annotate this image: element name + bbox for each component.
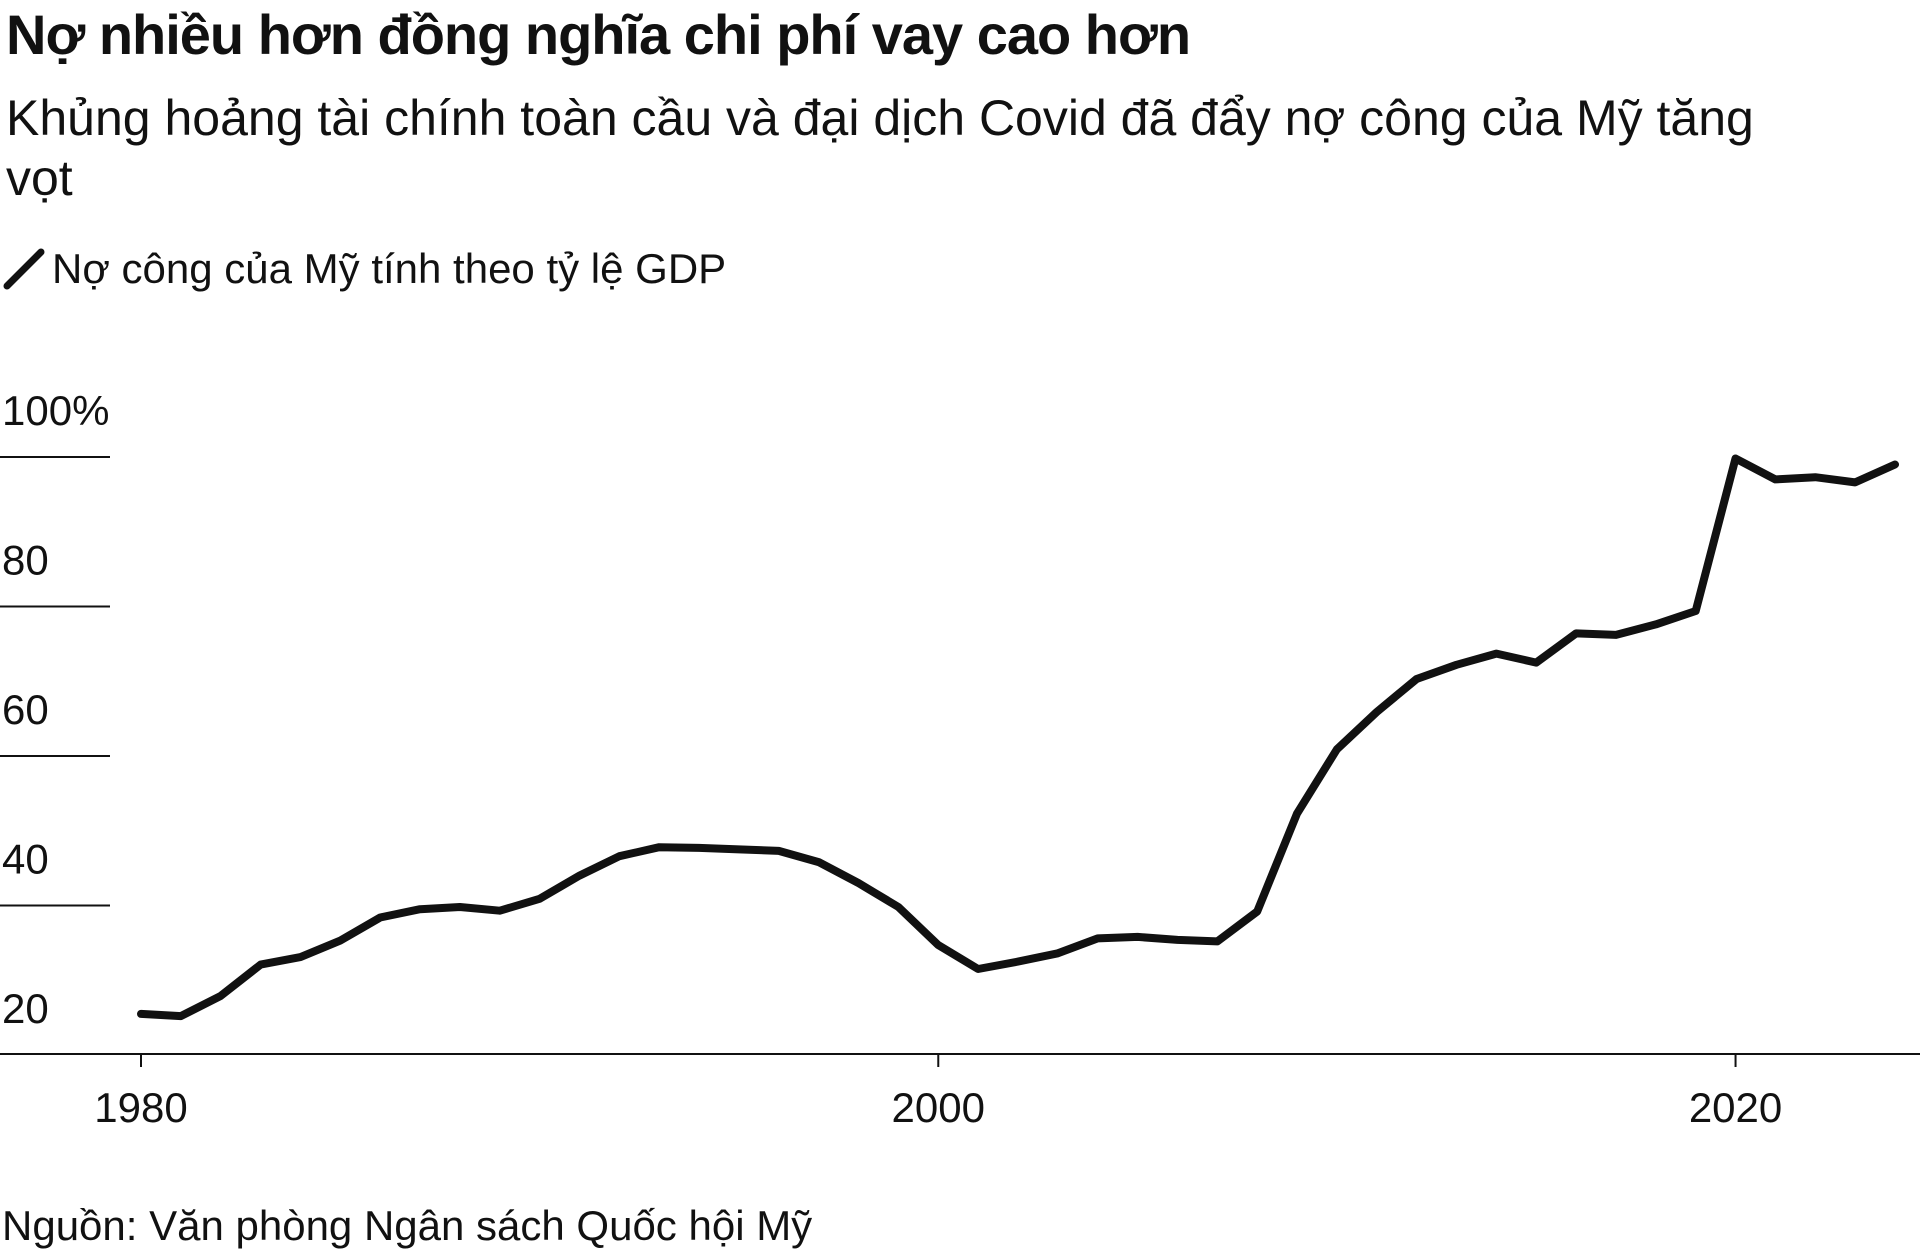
data-point-1984 (297, 954, 303, 960)
data-point-2004 (1095, 935, 1101, 941)
y-tick-label: 40 (2, 836, 49, 883)
data-point-2012 (1414, 676, 1420, 682)
data-point-1990 (537, 896, 543, 902)
data-point-1989 (497, 908, 503, 914)
legend: Nợ công của Mỹ tính theo tỷ lệ GDP (2, 241, 726, 297)
data-point-1997 (816, 859, 822, 865)
data-point-2005 (1135, 934, 1141, 940)
x-tick-label: 2000 (892, 1084, 985, 1131)
data-point-2006 (1174, 937, 1180, 943)
legend-line-icon (3, 248, 45, 290)
data-point-1983 (258, 962, 264, 968)
y-tick-label: 60 (2, 686, 49, 733)
data-point-1995 (736, 846, 742, 852)
data-point-2022 (1812, 474, 1818, 480)
data-point-1981 (178, 1013, 184, 1019)
y-tick-label: 100% (2, 387, 109, 434)
data-point-1999 (895, 904, 901, 910)
data-point-1991 (577, 873, 583, 879)
data-point-2011 (1374, 709, 1380, 715)
data-point-1987 (417, 906, 423, 912)
data-point-1988 (457, 904, 463, 910)
data-point-2023 (1852, 479, 1858, 485)
data-point-2008 (1254, 908, 1260, 914)
y-tick-label: 80 (2, 537, 49, 584)
data-point-1985 (337, 938, 343, 944)
data-point-1996 (776, 848, 782, 854)
data-point-2020 (1733, 455, 1739, 461)
data-point-2003 (1055, 950, 1061, 956)
data-point-1980 (138, 1011, 144, 1017)
data-point-2015 (1533, 660, 1539, 666)
data-point-1992 (616, 853, 622, 859)
series-line-0 (137, 454, 1899, 1021)
source-note: Nguồn: Văn phòng Ngân sách Quốc hội Mỹ (2, 1202, 813, 1249)
data-point-2001 (975, 966, 981, 972)
y-tick-label: 20 (2, 985, 49, 1032)
data-point-1986 (377, 914, 383, 920)
data-point-2013 (1454, 662, 1460, 668)
data-point-2014 (1493, 651, 1499, 657)
plot-area (137, 454, 1899, 1021)
data-point-2018 (1653, 621, 1659, 627)
data-point-2010 (1334, 746, 1340, 752)
data-point-1994 (696, 845, 702, 851)
y-axis: 100% 80 60 40 20 (0, 387, 110, 1032)
data-point-2017 (1613, 632, 1619, 638)
data-point-1998 (856, 880, 862, 886)
legend-label: Nợ công của Mỹ tính theo tỷ lệ GDP (52, 245, 727, 292)
data-point-2021 (1772, 476, 1778, 482)
data-point-1982 (218, 993, 224, 999)
data-point-2002 (1015, 959, 1021, 965)
data-point-2007 (1214, 938, 1220, 944)
x-tick-label: 2020 (1689, 1084, 1782, 1131)
x-axis: 1980 2000 2020 (0, 1053, 1920, 1131)
data-point-2024 (1892, 461, 1898, 467)
data-point-1993 (656, 844, 662, 850)
data-point-2000 (935, 942, 941, 948)
data-point-2019 (1693, 608, 1699, 614)
x-tick-label: 1980 (94, 1084, 187, 1131)
data-point-2016 (1573, 630, 1579, 636)
data-point-2009 (1294, 811, 1300, 817)
chart-title: Nợ nhiều hơn đồng nghĩa chi phí vay cao … (6, 3, 1191, 66)
chart-subtitle: Khủng hoảng tài chính toàn cầu và đại dị… (6, 90, 1754, 206)
